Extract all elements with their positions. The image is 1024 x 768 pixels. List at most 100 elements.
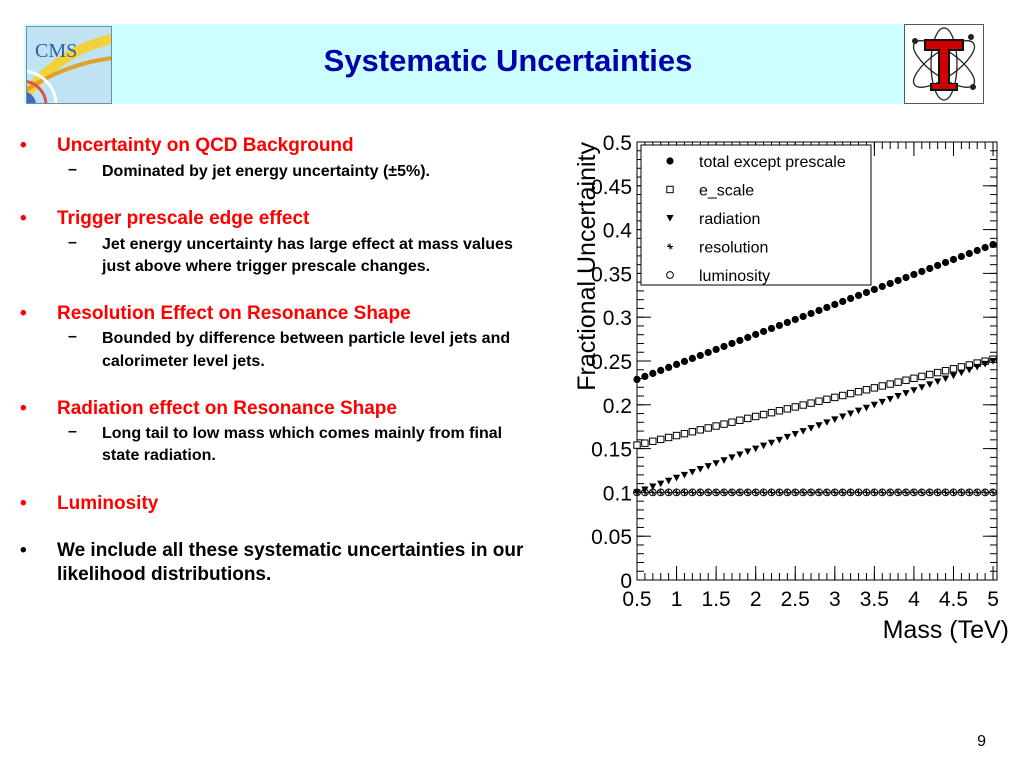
data-point — [863, 489, 870, 496]
sub-bullet: – Jet energy uncertainty has large effec… — [57, 234, 528, 278]
data-point — [831, 393, 839, 402]
legend-marker — [666, 215, 674, 222]
bullet-dot: • — [20, 302, 27, 324]
data-point — [918, 372, 926, 381]
bullet-heading: We include all these systematic uncertai… — [57, 540, 524, 586]
data-point — [926, 264, 934, 273]
data-point — [680, 471, 689, 479]
x-tick-label: 0.5 — [622, 588, 651, 611]
data-point — [902, 376, 910, 384]
data-point — [752, 445, 760, 453]
y-tick-label: 0.15 — [591, 439, 632, 462]
data-point — [815, 489, 822, 496]
data-point — [903, 489, 910, 496]
data-point — [759, 442, 768, 450]
data-point — [759, 410, 768, 419]
data-point — [680, 429, 689, 438]
page-number: 9 — [977, 733, 986, 750]
sub-bullet-text: Jet energy uncertainty has large effect … — [102, 235, 513, 275]
data-point — [767, 408, 776, 417]
x-tick-label: 3 — [829, 588, 841, 611]
data-point — [696, 426, 704, 434]
data-point — [649, 489, 656, 496]
data-point — [926, 489, 933, 496]
data-point — [728, 489, 735, 496]
data-point — [957, 252, 965, 261]
data-point — [720, 457, 728, 464]
x-tick-label: 5 — [987, 588, 999, 611]
data-point — [672, 431, 681, 440]
data-point — [792, 489, 799, 496]
data-point — [712, 345, 720, 354]
data-point — [791, 315, 799, 324]
bullet-trigger-prescale: • Trigger prescale edge effect – Jet ene… — [18, 207, 528, 278]
data-point — [831, 489, 838, 496]
data-point — [918, 489, 925, 496]
data-point — [831, 300, 839, 309]
y-tick-label: 0.1 — [603, 482, 632, 505]
data-point — [966, 489, 973, 496]
bullet-list: • Uncertainty on QCD Background – Domina… — [18, 134, 528, 611]
data-point — [878, 398, 886, 406]
data-point — [665, 363, 673, 372]
data-point — [649, 483, 657, 491]
data-point — [775, 321, 784, 330]
data-point — [894, 378, 902, 386]
data-point — [696, 466, 704, 473]
data-point — [775, 436, 784, 444]
x-tick-label: 2.5 — [781, 588, 810, 611]
y-tick-label: 0.45 — [591, 176, 632, 199]
data-point — [957, 369, 965, 377]
data-point — [870, 285, 878, 294]
data-point — [657, 366, 665, 375]
data-point — [720, 342, 728, 351]
data-point — [633, 375, 641, 383]
sub-bullet-dash: – — [68, 423, 77, 441]
data-point — [759, 327, 768, 336]
data-point — [910, 387, 918, 394]
data-point — [783, 405, 792, 413]
legend-marker — [667, 243, 673, 250]
data-point — [926, 381, 934, 388]
data-point — [728, 339, 736, 348]
x-axis-title: Mass (TeV) — [883, 616, 1009, 644]
data-point — [941, 258, 950, 267]
legend-label: resolution — [699, 240, 768, 257]
bullet-dot: • — [20, 397, 27, 419]
data-point — [665, 477, 673, 485]
data-point — [799, 312, 807, 321]
y-tick-label: 0 — [620, 570, 632, 593]
data-point — [831, 416, 839, 423]
bullet-dot: • — [20, 207, 27, 229]
data-point — [854, 387, 863, 396]
data-point — [957, 363, 966, 371]
data-point — [855, 489, 862, 496]
data-point — [704, 424, 712, 432]
y-tick-label: 0.35 — [591, 263, 632, 286]
data-point — [800, 489, 807, 496]
data-point — [839, 489, 846, 496]
legend-marker — [666, 157, 674, 165]
data-point — [823, 303, 831, 312]
sub-bullet: – Bounded by difference between particle… — [57, 328, 528, 372]
y-tick-label: 0.25 — [591, 351, 632, 374]
data-point — [649, 369, 657, 378]
data-point — [704, 463, 712, 470]
y-tick-label: 0.3 — [603, 307, 632, 330]
data-point — [807, 309, 815, 318]
data-point — [949, 255, 958, 264]
legend-marker — [666, 185, 674, 194]
bullet-radiation-effect: • Radiation effect on Resonance Shape – … — [18, 397, 528, 468]
data-point — [728, 418, 736, 426]
data-point — [965, 249, 973, 258]
header-band — [24, 24, 984, 104]
data-point — [641, 486, 649, 494]
data-point — [886, 279, 894, 288]
data-point — [633, 489, 641, 496]
data-point — [950, 489, 957, 496]
data-point — [657, 489, 664, 496]
x-tick-label: 1.5 — [702, 588, 731, 611]
data-point — [839, 297, 847, 306]
data-point — [974, 489, 981, 496]
data-point — [934, 489, 941, 496]
